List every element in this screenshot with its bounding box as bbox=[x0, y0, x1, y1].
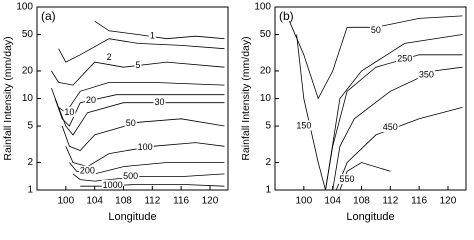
contour-label-bg bbox=[417, 69, 435, 80]
y-tick-label: 50 bbox=[260, 29, 272, 40]
contour-label-bg bbox=[78, 165, 96, 176]
contour-label: 50 bbox=[126, 118, 136, 128]
contour-label-bg bbox=[369, 25, 382, 36]
y-tick-label: 2 bbox=[27, 157, 33, 168]
x-tick-label: 104 bbox=[324, 196, 341, 207]
contour-label-bg bbox=[381, 122, 399, 133]
contour-label-bg bbox=[338, 173, 356, 184]
contour-line bbox=[289, 15, 463, 100]
contour-label: 200 bbox=[80, 166, 95, 176]
x-tick-label: 108 bbox=[353, 196, 370, 207]
contour-label: 20 bbox=[86, 95, 96, 105]
panel: 50 150 250 350 450 550 100 104 108 112 116 120 1 2 5 10… bbox=[240, 2, 467, 223]
contour-label-bg bbox=[105, 51, 113, 62]
contour-line bbox=[69, 162, 225, 175]
y-tick-label: 50 bbox=[22, 29, 34, 40]
plot-area: 50 150 250 350 450 550 bbox=[289, 15, 463, 190]
x-axis-label: Longitude bbox=[108, 211, 156, 223]
y-tick-label: 1 bbox=[27, 185, 33, 196]
contour-label: 500 bbox=[123, 171, 138, 181]
contour-line bbox=[58, 38, 225, 63]
y-tick-label: 2 bbox=[265, 157, 271, 168]
y-tick-label: 5 bbox=[27, 121, 33, 132]
contour-label-bg bbox=[136, 142, 154, 153]
contour-label: 1000 bbox=[103, 180, 123, 190]
contour-label: 2 bbox=[107, 52, 112, 62]
y-axis-label: Rainfall Intensity (mm/day) bbox=[2, 36, 14, 160]
page: {"chart_data": [ {"type": "contour", "pa… bbox=[1, 1, 467, 223]
x-tick-label: 108 bbox=[115, 196, 132, 207]
y-tick-label: 10 bbox=[22, 93, 34, 104]
contour-label: 350 bbox=[419, 70, 434, 80]
contour-label-bg bbox=[124, 118, 137, 129]
contour-label-bg bbox=[396, 53, 414, 64]
contour-line bbox=[61, 118, 225, 151]
contour-line bbox=[72, 173, 225, 182]
y-tick-label: 5 bbox=[265, 121, 271, 132]
x-tick-label: 104 bbox=[86, 196, 103, 207]
contour-line bbox=[325, 54, 463, 190]
x-tick-label: 120 bbox=[440, 196, 457, 207]
contour-line bbox=[51, 61, 225, 86]
y-tick-label: 10 bbox=[260, 93, 272, 104]
contour-line bbox=[335, 107, 463, 190]
contour-label: 5 bbox=[135, 60, 140, 70]
panel-label: (b) bbox=[279, 9, 294, 23]
x-tick-label: 100 bbox=[57, 196, 74, 207]
y-axis-label: Rainfall Intensity (mm/day) bbox=[240, 36, 252, 160]
x-tick-label: 116 bbox=[411, 196, 427, 207]
y-tick-label: 20 bbox=[22, 66, 34, 77]
contour-line bbox=[65, 142, 225, 168]
y-tick-label: 20 bbox=[260, 66, 272, 77]
contour-label-bg bbox=[63, 107, 76, 118]
contour-label: 100 bbox=[138, 142, 153, 152]
contour-label-bg bbox=[101, 179, 124, 190]
contour-label: 550 bbox=[340, 174, 355, 184]
contour-label: 30 bbox=[155, 97, 165, 107]
x-tick-label: 112 bbox=[144, 196, 160, 207]
y-tick-label: 100 bbox=[16, 2, 33, 13]
contour-label: 50 bbox=[371, 25, 381, 35]
x-tick-label: 112 bbox=[382, 196, 398, 207]
contour-label-bg bbox=[148, 30, 156, 41]
contour-label: 10 bbox=[64, 107, 74, 117]
y-tick-label: 100 bbox=[254, 2, 271, 13]
x-axis-label: Longitude bbox=[346, 211, 394, 223]
y-tick-label: 1 bbox=[265, 185, 271, 196]
contour-label-bg bbox=[85, 94, 98, 105]
contour-label: 1 bbox=[150, 31, 155, 41]
contour-label-bg bbox=[153, 97, 166, 108]
x-tick-label: 116 bbox=[173, 196, 189, 207]
contour-line bbox=[332, 66, 463, 190]
contour-label: 150 bbox=[296, 120, 311, 130]
contour-label-bg bbox=[295, 120, 313, 131]
contour-line bbox=[296, 34, 463, 190]
x-tick-label: 100 bbox=[295, 196, 312, 207]
contour-line bbox=[54, 94, 225, 127]
contour-line bbox=[94, 20, 225, 40]
contour-label-bg bbox=[134, 59, 142, 70]
contour-label-bg bbox=[122, 171, 140, 182]
contour-line bbox=[58, 102, 225, 136]
panel-label: (a) bbox=[41, 9, 56, 23]
x-tick-label: 120 bbox=[202, 196, 219, 207]
contour-label: 250 bbox=[397, 53, 412, 63]
contour-label: 450 bbox=[383, 122, 398, 132]
